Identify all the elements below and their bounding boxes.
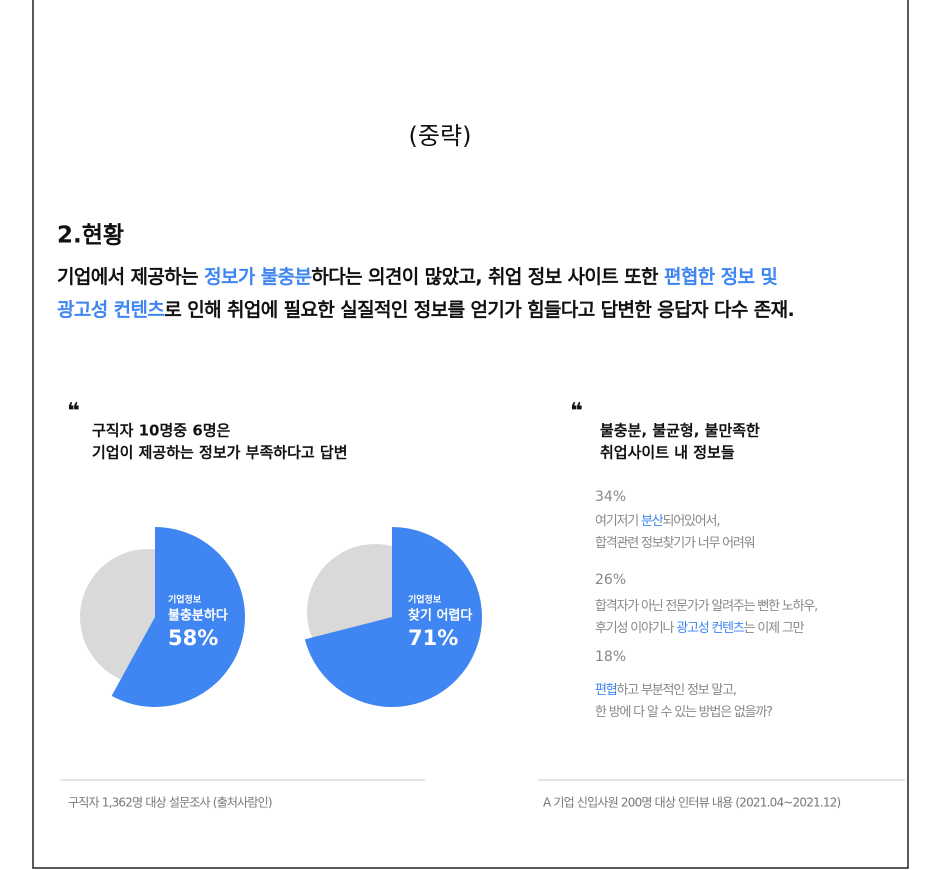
highlight: 편협: [595, 683, 617, 698]
source: A 기업 신입사원 200명 대상 인터뷰 내용 (2021.04~2021.1…: [543, 796, 841, 810]
source: 구직자 1,362명 대상 설문조사 (출처사람인): [68, 796, 272, 810]
text-run: 되어있어서,: [663, 514, 720, 529]
item-percent: 18%: [595, 649, 626, 665]
panel-title: 불충분, 불균형, 불만족한: [600, 422, 760, 440]
pie-caption: 불충분하다: [168, 608, 228, 624]
text-run: 여기저기: [595, 514, 641, 529]
frame: [32, 0, 909, 869]
text-run: 로 인해 취업에 필요한 실질적인 정보를 얻기가 힘들다고 답변한 응답자 다…: [164, 299, 794, 321]
panel-title: 기업이 제공하는 정보가 부족하다고 답변: [92, 444, 348, 462]
text-line: 합격자가 아닌 전문가가 알려주는 뻔한 노하우,: [595, 599, 817, 614]
section-title: 2.현황: [57, 223, 124, 249]
pie-caption: 기업정보: [168, 594, 202, 606]
pie-caption: 기업정보: [408, 594, 442, 606]
text-line: 한 방에 다 알 수 있는 방법은 없을까?: [595, 705, 772, 720]
item-percent: 34%: [595, 489, 626, 505]
quote-icon: ❝: [67, 399, 80, 424]
highlight: 광고성 컨텐츠: [676, 621, 745, 636]
text-run: 합격관련 정보찾기가 너무 어려워: [595, 536, 755, 551]
text-line: 여기저기 분산되어있어서,: [595, 514, 719, 529]
pie-caption: 찾기 어렵다: [408, 608, 472, 624]
panel-title: 구직자 10명중 6명은: [92, 422, 231, 440]
text-line: 기업에서 제공하는 정보가 불충분하다는 의견이 많았고, 취업 정보 사이트 …: [57, 266, 777, 288]
text-line: 광고성 컨텐츠로 인해 취업에 필요한 실질적인 정보를 얻기가 힘들다고 답변…: [57, 299, 794, 321]
text-run: 는 이제 그만: [744, 621, 805, 636]
text-line: 후기성 이야기나 광고성 컨텐츠는 이제 그만: [595, 621, 805, 636]
text-run: 하다는 의견이 많았고, 취업 정보 사이트 또한: [311, 266, 664, 288]
pie-slice: [111, 527, 245, 707]
pie-slice: [304, 527, 482, 707]
quote-icon: ❝: [570, 399, 583, 424]
text-run: 한 방에 다 알 수 있는 방법은 없을까?: [595, 705, 772, 720]
text-run: 기업에서 제공하는: [57, 266, 204, 288]
panel-title: 취업사이트 내 정보들: [600, 444, 735, 462]
highlight: 광고성 컨텐츠: [57, 299, 164, 321]
text-line: 합격관련 정보찾기가 너무 어려워: [595, 536, 755, 551]
highlight: 정보가 불충분: [204, 266, 311, 288]
highlight: 편협한 정보 및: [664, 266, 777, 288]
text-line: 편협하고 부분적인 정보 말고,: [595, 683, 736, 698]
omitted-note: (중략): [409, 122, 472, 150]
highlight: 분산: [641, 514, 664, 529]
pie-value-label: 71%: [408, 626, 458, 650]
text-run: 후기성 이야기나: [595, 621, 676, 636]
pie-value-label: 58%: [168, 626, 218, 650]
text-run: 하고 부분적인 정보 말고,: [617, 683, 736, 698]
item-percent: 26%: [595, 572, 626, 588]
text-run: 합격자가 아닌 전문가가 알려주는 뻔한 노하우,: [595, 599, 817, 614]
